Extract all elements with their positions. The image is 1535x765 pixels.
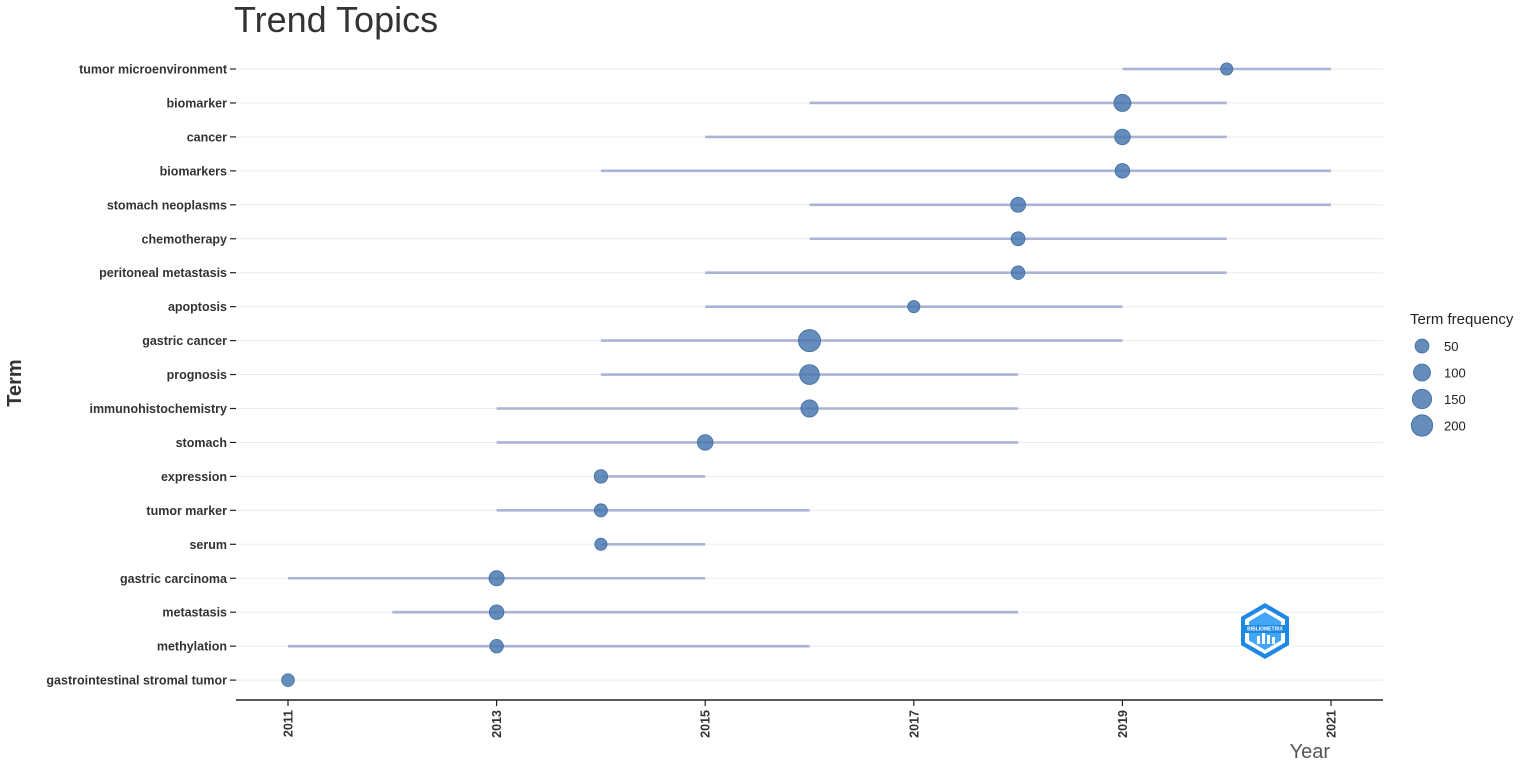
term-label: biomarkers (160, 164, 227, 178)
term-point-expression (593, 469, 609, 484)
term-point-gastric-cancer (798, 329, 821, 353)
x-axis: 2011 2013 2015 2017 2019 2021 (236, 699, 1383, 738)
term-label: gastric carcinoma (120, 572, 228, 586)
term-label: peritoneal metastasis (99, 266, 227, 280)
term-point-gastric-carcinoma (488, 570, 505, 587)
term-point-serum (594, 537, 608, 551)
year-tick-label: 2011 (282, 710, 296, 737)
legend-label: 150 (1444, 392, 1466, 407)
term-point-apoptosis (907, 300, 921, 314)
term-label: tumor microenvironment (79, 63, 228, 77)
year-tick-label: 2015 (699, 710, 713, 738)
logo-text: BIBLIOMETRIX (1247, 627, 1283, 633)
term-label: immunohistochemistry (89, 402, 227, 416)
legend-key (1410, 414, 1434, 437)
term-point-biomarker (1113, 94, 1132, 112)
y-axis: tumor microenvironment biomarker cancer bio… (46, 63, 236, 688)
term-point-stomach-neoplasms (1010, 196, 1026, 213)
term-point-tumor-microenvironment (1220, 62, 1234, 76)
term-point-biomarkers (1114, 163, 1131, 179)
term-point-chemotherapy (1010, 231, 1026, 247)
term-label: gastrointestinal stromal tumor (46, 674, 227, 688)
x-axis-title: Year (1290, 741, 1331, 763)
legend-label: 50 (1444, 339, 1458, 354)
term-point-immunohistochemistry (800, 399, 819, 418)
y-axis-title: Term (4, 359, 26, 406)
term-point-methylation (489, 638, 504, 654)
term-point-metastasis (488, 604, 505, 620)
legend-key (1413, 363, 1431, 382)
term-point-prognosis (799, 364, 820, 385)
term-label: serum (189, 538, 227, 552)
term-label: stomach neoplasms (107, 198, 227, 212)
term-point-gastrointestinal-stromal-tumor (281, 673, 295, 687)
term-label: biomarker (167, 96, 228, 110)
term-label: tumor marker (146, 504, 227, 518)
term-point-stomach (697, 434, 714, 451)
bibliometrix-logo-icon: BIBLIOMETRIX (1241, 603, 1289, 659)
term-point-cancer (1114, 128, 1131, 146)
legend-key (1411, 388, 1433, 410)
term-label: expression (161, 470, 227, 484)
year-tick-label: 2013 (490, 710, 504, 738)
term-label: methylation (157, 640, 227, 654)
legend-label: 100 (1444, 366, 1466, 381)
term-label: apoptosis (168, 300, 227, 314)
legend-key (1414, 338, 1430, 354)
term-point-tumor-marker (593, 503, 608, 518)
chart-title: Trend Topics (234, 0, 438, 40)
term-label: cancer (187, 130, 227, 144)
term-points (281, 62, 1234, 687)
term-label: chemotherapy (142, 232, 227, 246)
term-label: stomach (176, 436, 227, 450)
term-point-peritoneal-metastasis (1010, 265, 1026, 280)
year-tick-label: 2021 (1325, 710, 1339, 738)
term-label: prognosis (167, 368, 227, 382)
year-tick-label: 2017 (907, 710, 921, 738)
legend: Term frequency 50 100 150 200 (1410, 311, 1514, 437)
legend-label: 200 (1444, 419, 1466, 434)
term-label: metastasis (162, 606, 227, 620)
year-tick-label: 2019 (1116, 710, 1130, 738)
legend-title: Term frequency (1410, 311, 1514, 328)
term-label: gastric cancer (142, 334, 227, 348)
